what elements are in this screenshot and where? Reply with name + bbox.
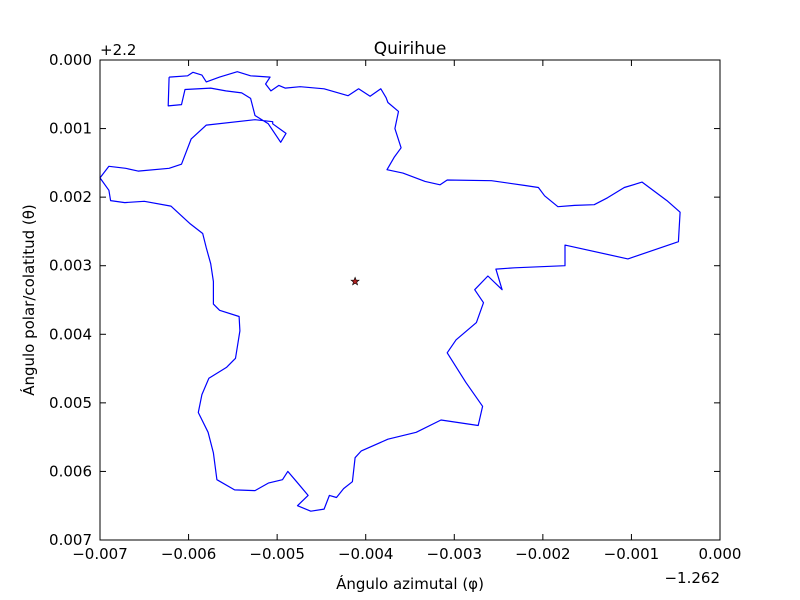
y-tick-label: 0.001 <box>49 120 92 138</box>
x-tick-label: −0.001 <box>604 545 660 563</box>
x-tick-label: −0.003 <box>427 545 483 563</box>
x-tick-label: −0.005 <box>249 545 305 563</box>
series-layer <box>99 71 681 512</box>
y-tick-label: 0.002 <box>49 188 92 206</box>
x-axis-offset-label: −1.262 <box>664 569 720 587</box>
x-tick-label: 0.000 <box>699 545 742 563</box>
marker-layer <box>350 276 360 286</box>
y-tick-label: 0.007 <box>49 531 92 549</box>
x-tick-label: −0.007 <box>72 545 128 563</box>
boundary-line <box>99 71 681 512</box>
ticks-layer: −0.007 −0.006 −0.005 −0.004 −0.003 −0.002 −0.0… <box>49 51 741 563</box>
centroid-star-marker <box>350 276 360 286</box>
chart-title: Quirihue <box>374 39 447 59</box>
y-axis-offset-label: +2.2 <box>100 41 136 59</box>
x-tick-label: −0.006 <box>161 545 217 563</box>
y-tick-label: 0.005 <box>49 394 92 412</box>
plot-frame <box>99 59 721 541</box>
x-tick-label: −0.004 <box>338 545 394 563</box>
y-tick-label: 0.000 <box>49 51 92 69</box>
y-tick-label: 0.004 <box>49 325 92 343</box>
y-axis-label: Ángulo polar/colatitud (θ) <box>19 204 38 396</box>
y-tick-label: 0.006 <box>49 462 92 480</box>
y-tick-label: 0.003 <box>49 257 92 275</box>
x-axis-label: Ángulo azimutal (φ) <box>336 574 484 593</box>
x-tick-label: −0.002 <box>515 545 571 563</box>
